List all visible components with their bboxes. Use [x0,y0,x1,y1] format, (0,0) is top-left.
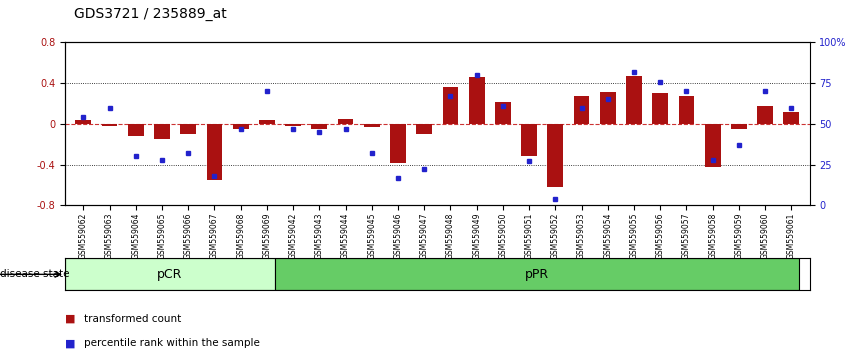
Text: percentile rank within the sample: percentile rank within the sample [84,338,260,348]
Bar [285,124,301,126]
Bar [495,102,511,124]
Bar [338,119,353,124]
Bar [679,96,695,124]
Bar [101,124,118,126]
Text: transformed count: transformed count [84,314,181,324]
Bar [573,96,590,124]
Bar [521,124,537,156]
Bar [731,124,746,129]
Bar [443,87,458,124]
Bar [652,93,668,124]
Text: ■: ■ [65,338,75,348]
Bar [180,124,196,134]
Bar [364,124,379,127]
Bar [207,124,223,180]
Bar [65,258,275,290]
Text: pCR: pCR [157,268,183,281]
Bar [154,124,170,139]
Bar [259,120,275,124]
Bar [626,76,642,124]
Text: ■: ■ [65,314,75,324]
Bar [600,92,616,124]
Bar [784,112,799,124]
Bar [469,77,485,124]
Bar [233,124,249,129]
Text: GDS3721 / 235889_at: GDS3721 / 235889_at [74,7,226,21]
Bar [75,120,91,124]
Text: pPR: pPR [525,268,549,281]
Bar [417,124,432,134]
Bar [547,124,563,187]
Bar [757,105,773,124]
Bar [275,258,799,290]
Text: disease state: disease state [0,269,69,279]
Bar [128,124,144,136]
Bar [390,124,406,162]
Bar [312,124,327,129]
Bar [705,124,721,167]
